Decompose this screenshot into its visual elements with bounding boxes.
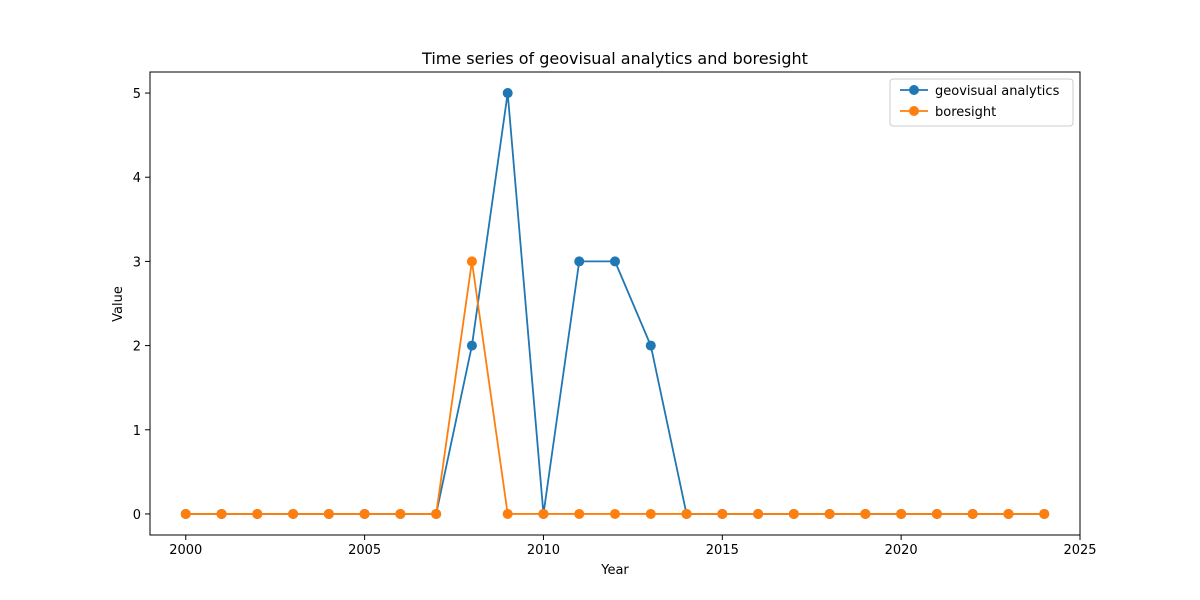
y-tick-label: 2 [133,340,141,355]
data-point-series-2 [252,508,263,519]
y-axis-label: Value [111,286,126,322]
x-tick-label: 2015 [706,543,739,558]
data-point-series-2 [216,508,227,519]
data-point-series-2 [1003,508,1014,519]
data-point-series-2 [1039,508,1050,519]
data-point-series-2 [645,508,656,519]
data-point-series-2 [931,508,942,519]
data-point-series-1 [502,88,513,99]
chart-title: Time series of geovisual analytics and b… [421,49,808,68]
data-point-series-1 [645,340,656,351]
x-tick-label: 2005 [348,543,381,558]
x-tick-label: 2010 [527,543,560,558]
x-tick-label: 2020 [885,543,918,558]
y-tick-label: 5 [133,87,141,102]
y-tick-label: 0 [133,508,141,523]
data-point-series-2 [717,508,728,519]
data-point-series-2 [753,508,764,519]
data-point-series-2 [431,508,442,519]
data-point-series-2 [180,508,191,519]
data-point-series-2 [967,508,978,519]
data-point-series-2 [466,256,477,267]
axes-frame [149,71,1081,536]
legend-label-1: geovisual analytics [935,84,1060,99]
legend-box [889,78,1074,127]
data-point-series-2 [323,508,334,519]
plot-area: 2000 2005 2010 2015 2020 2025 0 1 2 3 4 5 [133,71,1097,558]
data-point-series-2 [288,508,299,519]
data-point-series-2 [538,508,549,519]
x-tick-label: 2025 [1063,543,1096,558]
data-point-series-2 [860,508,871,519]
data-point-series-2 [896,508,907,519]
data-point-series-1 [574,256,585,267]
data-point-series-2 [574,508,585,519]
data-point-series-2 [824,508,835,519]
y-tick-label: 4 [133,171,141,186]
y-tick-label: 3 [133,255,141,270]
data-point-series-2 [359,508,370,519]
legend: geovisual analytics boresight [889,78,1074,127]
legend-label-2: boresight [935,105,996,120]
legend-marker-1 [909,85,919,95]
legend-marker-2 [909,106,919,116]
data-point-series-1 [610,256,620,267]
data-point-series-2 [610,508,620,519]
data-point-series-1 [466,340,477,351]
data-point-series-2 [395,508,406,519]
data-point-series-2 [502,508,513,519]
data-point-series-2 [681,508,692,519]
data-point-series-2 [788,508,799,519]
y-tick-label: 1 [133,424,141,439]
x-tick-label: 2000 [169,543,202,558]
x-axis-label: Year [600,563,629,578]
